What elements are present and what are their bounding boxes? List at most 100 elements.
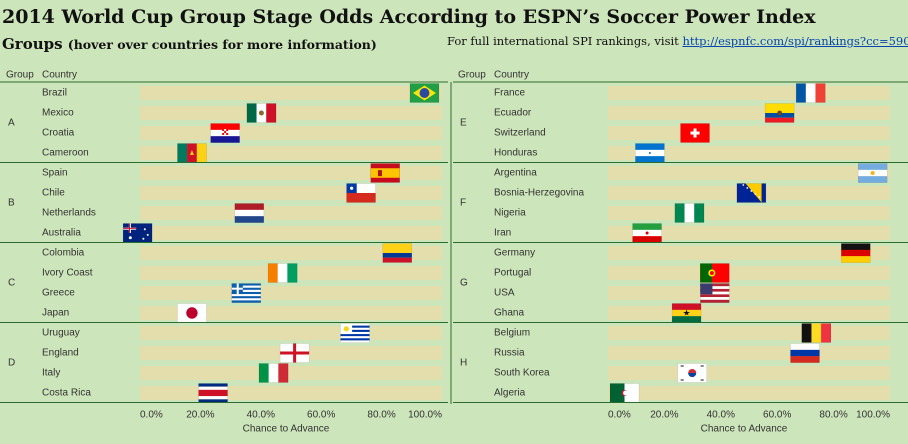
chile-flag-icon — [346, 183, 376, 203]
south-korea-bar-marker[interactable] — [677, 363, 707, 383]
ecuador-flag-icon — [764, 103, 795, 123]
x-axis-label: Chance to Advance — [243, 424, 330, 435]
x-tick-label: 100.0% — [408, 410, 442, 421]
argentina-bar-marker[interactable] — [857, 163, 888, 183]
x-tick-label: 60.0% — [307, 410, 335, 421]
country-label[interactable]: Honduras — [494, 148, 537, 159]
country-label[interactable]: Portugal — [494, 268, 531, 279]
country-label[interactable]: Russia — [494, 348, 525, 359]
croatia-bar-marker[interactable] — [210, 123, 240, 143]
mexico-bar-marker[interactable] — [246, 103, 277, 123]
country-label[interactable]: Australia — [42, 228, 81, 239]
x-tick-label: 80.0% — [819, 410, 847, 421]
argentina-flag-icon — [857, 163, 888, 183]
italy-flag-icon — [258, 363, 289, 383]
country-label[interactable]: Italy — [42, 368, 60, 379]
bar-track — [608, 106, 890, 120]
country-label[interactable]: Netherlands — [42, 208, 96, 219]
colombia-flag-icon — [382, 243, 413, 263]
germany-flag-icon — [841, 243, 871, 263]
country-label[interactable]: Mexico — [42, 108, 74, 119]
country-label[interactable]: USA — [494, 288, 515, 299]
spain-flag-icon — [370, 163, 400, 183]
bar-track — [140, 126, 442, 140]
costa-rica-bar-marker[interactable] — [198, 383, 228, 403]
page-subtitle: Groups (hover over countries for more in… — [2, 35, 377, 53]
italy-bar-marker[interactable] — [258, 363, 289, 383]
country-label[interactable]: England — [42, 348, 79, 359]
germany-bar-marker[interactable] — [841, 243, 871, 263]
country-label[interactable]: Argentina — [494, 168, 537, 179]
belgium-bar-marker[interactable] — [801, 323, 832, 343]
france-bar-marker[interactable] — [795, 83, 826, 103]
switzerland-flag-icon — [680, 123, 710, 143]
country-label[interactable]: Ecuador — [494, 108, 532, 119]
greece-bar-marker[interactable] — [231, 283, 262, 303]
country-label[interactable]: France — [494, 88, 526, 99]
switzerland-bar-marker[interactable] — [680, 123, 710, 143]
bar-track — [608, 306, 890, 320]
bar-track — [140, 86, 442, 100]
bar-track — [140, 386, 442, 400]
iran-bar-marker[interactable] — [632, 223, 662, 243]
country-label[interactable]: Colombia — [42, 248, 85, 259]
subtitle-hint: (hover over countries for more informati… — [67, 37, 377, 52]
bar-track — [608, 366, 890, 380]
algeria-bar-marker[interactable] — [609, 383, 640, 403]
nigeria-flag-icon — [674, 203, 705, 223]
usa-bar-marker[interactable] — [700, 283, 730, 303]
country-label[interactable]: Spain — [42, 168, 68, 179]
japan-bar-marker[interactable] — [177, 303, 207, 323]
bar-track — [140, 226, 442, 240]
ghana-bar-marker[interactable] — [671, 303, 702, 323]
netherlands-bar-marker[interactable] — [234, 203, 265, 223]
x-tick-label: 80.0% — [367, 410, 395, 421]
spi-rankings-link[interactable]: http://espnfc.com/spi/rankings?cc=5901 — [682, 34, 908, 48]
cameroon-bar-marker[interactable] — [177, 143, 207, 163]
group-column-header: Group — [6, 70, 34, 81]
country-label[interactable]: Algeria — [494, 388, 526, 399]
country-label[interactable]: Croatia — [42, 128, 75, 139]
country-label[interactable]: Ghana — [494, 308, 524, 319]
country-label[interactable]: Iran — [494, 228, 511, 239]
ecuador-bar-marker[interactable] — [764, 103, 795, 123]
country-label[interactable]: Bosnia-Herzegovina — [494, 188, 584, 199]
spi-note: For full international SPI rankings, vis… — [447, 34, 908, 48]
country-label[interactable]: Costa Rica — [42, 388, 91, 399]
algeria-flag-icon — [609, 383, 640, 403]
country-label[interactable]: Uruguay — [42, 328, 80, 339]
country-label[interactable]: Belgium — [494, 328, 530, 339]
country-label[interactable]: Japan — [42, 308, 69, 319]
brazil-bar-marker[interactable] — [409, 83, 440, 103]
chile-bar-marker[interactable] — [346, 183, 376, 203]
country-label[interactable]: Germany — [494, 248, 535, 259]
bosnia-bar-marker[interactable] — [736, 183, 767, 203]
country-label[interactable]: Switzerland — [494, 128, 546, 139]
country-label[interactable]: Chile — [42, 188, 65, 199]
bar-track — [608, 226, 890, 240]
australia-bar-marker[interactable] — [122, 223, 153, 243]
country-label[interactable]: Brazil — [42, 88, 67, 99]
nigeria-bar-marker[interactable] — [674, 203, 705, 223]
country-label[interactable]: Nigeria — [494, 208, 526, 219]
x-tick-label: 40.0% — [707, 410, 735, 421]
honduras-bar-marker[interactable] — [635, 143, 665, 163]
bar-track — [140, 286, 442, 300]
portugal-bar-marker[interactable] — [700, 263, 730, 283]
ivory-coast-bar-marker[interactable] — [267, 263, 298, 283]
country-label[interactable]: Greece — [42, 288, 75, 299]
russia-bar-marker[interactable] — [790, 343, 820, 363]
colombia-bar-marker[interactable] — [382, 243, 413, 263]
belgium-flag-icon — [801, 323, 832, 343]
uruguay-bar-marker[interactable] — [340, 323, 370, 343]
country-label[interactable]: South Korea — [494, 368, 550, 379]
country-label[interactable]: Ivory Coast — [42, 268, 93, 279]
country-label[interactable]: Cameroon — [42, 148, 89, 159]
spain-bar-marker[interactable] — [370, 163, 400, 183]
usa-flag-icon — [700, 283, 730, 303]
france-flag-icon — [795, 83, 826, 103]
england-bar-marker[interactable] — [279, 343, 310, 363]
japan-flag-icon — [177, 303, 207, 323]
bar-track — [608, 286, 890, 300]
